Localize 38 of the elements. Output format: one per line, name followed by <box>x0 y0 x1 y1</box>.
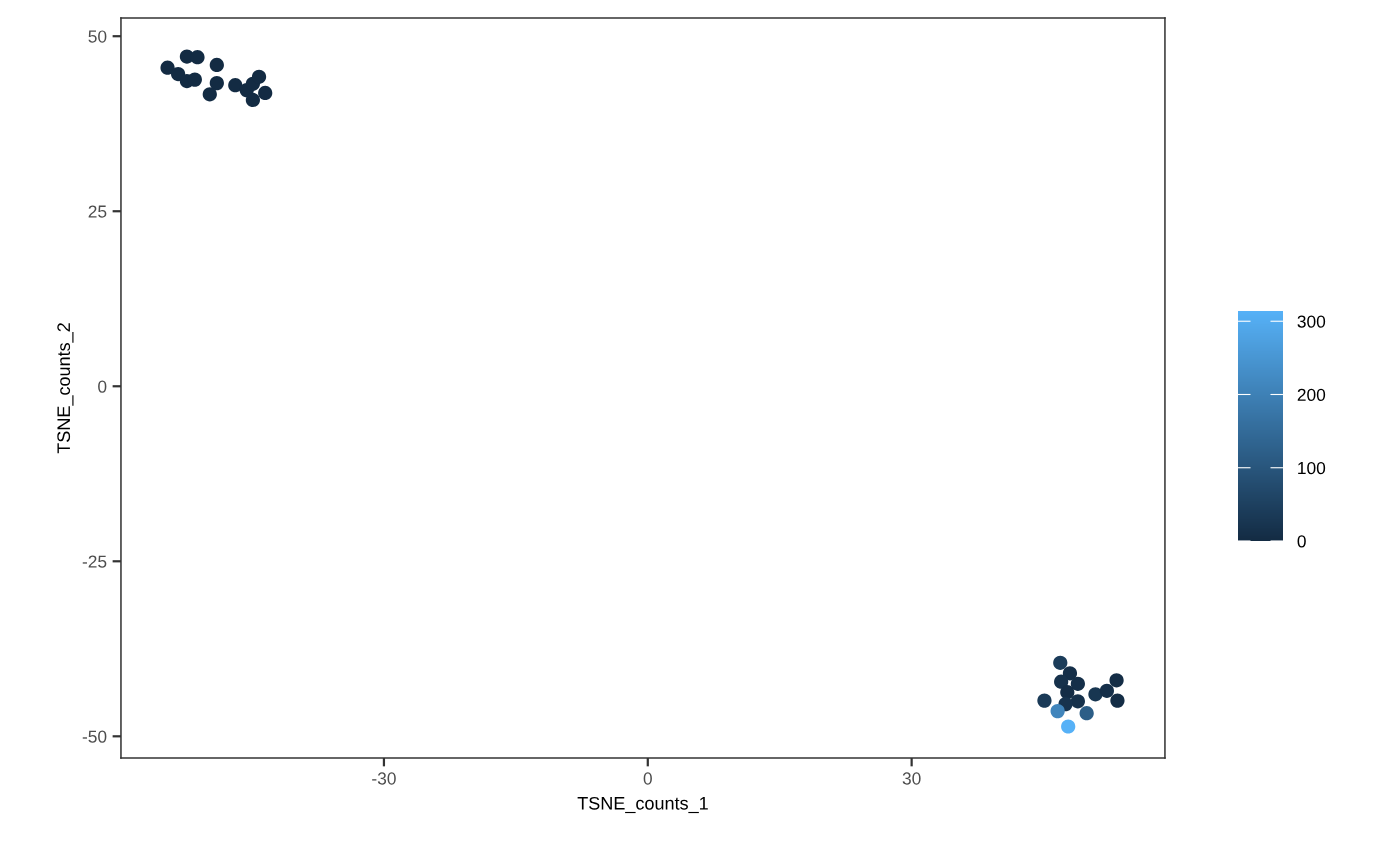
color-bar-label: 200 <box>1297 388 1326 401</box>
point <box>209 76 224 91</box>
point <box>1050 703 1065 719</box>
point <box>1088 687 1103 702</box>
color-bar-label: 0 <box>1297 535 1306 548</box>
point <box>187 72 202 87</box>
x-tick-label: 0 <box>643 772 652 785</box>
point <box>1054 674 1069 689</box>
x-tick-label: 30 <box>902 772 921 785</box>
y-tick-label: 25 <box>88 205 107 218</box>
point <box>1062 666 1078 681</box>
y-tick-label: 50 <box>88 30 107 43</box>
point <box>160 60 175 75</box>
y-tick-label: -50 <box>82 730 107 743</box>
point <box>251 69 267 84</box>
point <box>228 78 243 93</box>
color-bar-label: 100 <box>1298 461 1326 475</box>
x-tick-label: -30 <box>372 772 396 785</box>
point <box>1109 673 1124 688</box>
point <box>245 92 260 108</box>
point <box>1070 676 1085 691</box>
point <box>1060 685 1075 700</box>
point <box>1099 683 1115 698</box>
y-tick-label: 0 <box>98 380 107 393</box>
point <box>258 85 273 101</box>
point <box>1061 719 1076 734</box>
y-axis-title: TSNE_counts_2 <box>57 323 74 454</box>
point <box>1037 693 1052 708</box>
point <box>202 87 217 102</box>
point <box>1070 694 1085 709</box>
point <box>1110 693 1125 708</box>
point <box>1079 706 1094 721</box>
point <box>190 50 205 65</box>
point <box>1053 655 1068 670</box>
x-axis-title: TSNE_counts_1 <box>577 796 708 814</box>
y-tick-label: -25 <box>82 555 107 568</box>
color-bar-label: 300 <box>1297 315 1326 328</box>
point <box>209 57 224 73</box>
